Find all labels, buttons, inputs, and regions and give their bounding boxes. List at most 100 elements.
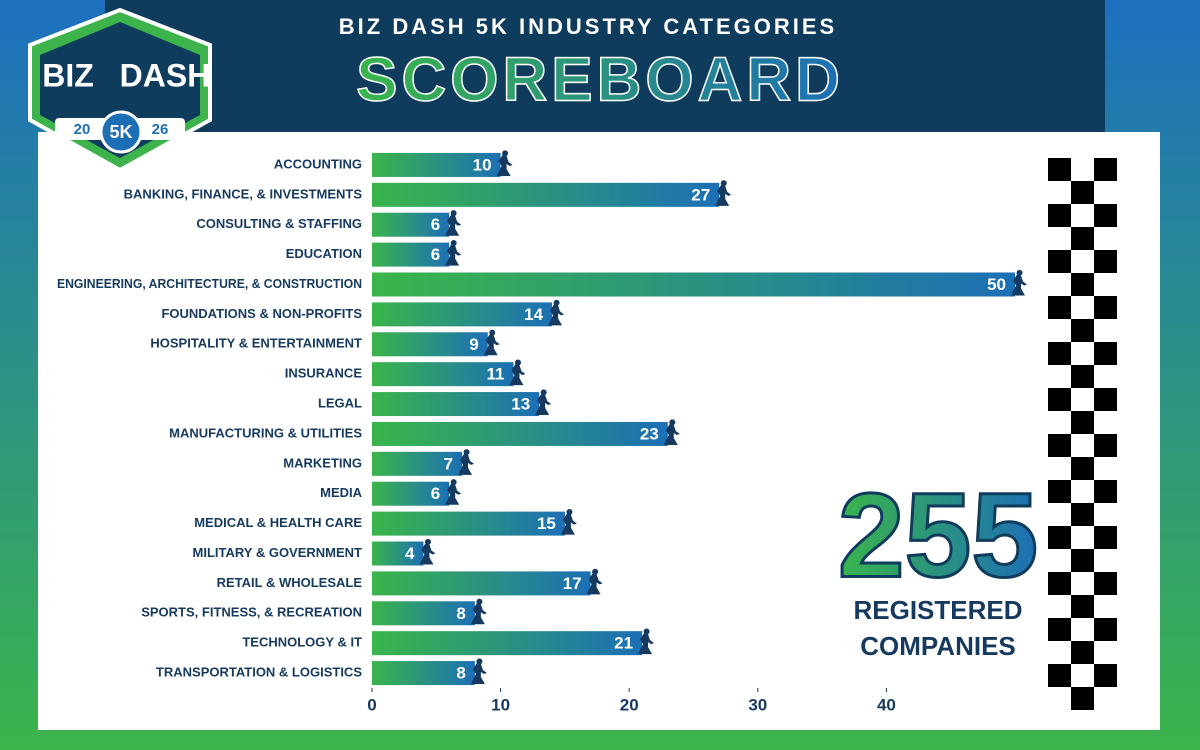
flag-square (1048, 618, 1071, 641)
bar (372, 631, 643, 656)
runner-icon (458, 449, 475, 475)
flag-square (1094, 480, 1117, 503)
flag-square (1071, 411, 1094, 434)
value-label: 21 (614, 634, 633, 653)
x-tick-label: 10 (491, 695, 510, 714)
logo-text: BIZ (42, 57, 94, 93)
chart-title: BIZ DASH 5K INDUSTRY CATEGORIES (339, 14, 837, 39)
bar (372, 242, 450, 267)
runner-icon (548, 299, 565, 326)
x-tick-label: 20 (620, 695, 639, 714)
flag-square (1048, 434, 1071, 457)
value-label: 6 (431, 484, 440, 503)
bar (372, 601, 475, 626)
flag-square (1094, 250, 1117, 273)
y-tick-label: TRANSPORTATION & LOGISTICS (156, 664, 362, 679)
flag-square (1094, 664, 1117, 687)
value-label: 8 (456, 664, 465, 683)
runner-icon (715, 180, 732, 206)
flag-square (1048, 664, 1071, 687)
value-label: 15 (537, 514, 556, 533)
value-label: 17 (563, 574, 582, 593)
bar (372, 451, 463, 476)
value-label: 4 (405, 544, 415, 563)
flag-square (1071, 503, 1094, 526)
flag-square (1048, 572, 1071, 595)
chart-subtitle: SCOREBOARD (356, 45, 844, 114)
flag-square (1071, 273, 1094, 296)
value-label: 11 (486, 365, 504, 384)
y-tick-label: RETAIL & WHOLESALE (217, 575, 363, 590)
runner-icon (1011, 269, 1027, 296)
runner-icon (535, 389, 552, 416)
bar (372, 182, 720, 207)
y-tick-label: BANKING, FINANCE, & INVESTMENTS (124, 186, 363, 201)
flag-square (1094, 618, 1117, 641)
bar (372, 302, 553, 327)
plot: 0 10 20 30 40 ACCOUNTING 10 BANKING, FINANCE, &… (57, 150, 1027, 714)
bar (372, 511, 565, 536)
bar (372, 212, 450, 237)
runner-icon (483, 329, 500, 356)
y-tick-label: HOSPITALITY & ENTERTAINMENT (150, 336, 362, 351)
flag-square (1048, 204, 1071, 227)
flag-square (1094, 296, 1117, 319)
y-tick-label: SPORTS, FITNESS, & RECREATION (141, 605, 362, 620)
runner-icon (419, 538, 436, 565)
y-tick-label: LEGAL (318, 395, 362, 410)
runner-icon (663, 419, 680, 445)
logo-year: 20 (74, 121, 91, 138)
y-tick-label: MANUFACTURING & UTILITIES (169, 425, 362, 440)
y-tick-label: MILITARY & GOVERNMENT (193, 545, 363, 560)
checkered-flag (1048, 158, 1117, 710)
value-label: 7 (444, 454, 453, 473)
runner-icon (445, 239, 462, 266)
y-tick-label: CONSULTING & STAFFING (196, 216, 362, 231)
runner-icon (496, 150, 513, 176)
value-label: 14 (524, 305, 543, 324)
flag-square (1048, 250, 1071, 273)
flag-square (1094, 434, 1117, 457)
bar (372, 571, 591, 596)
flag-square (1071, 687, 1094, 710)
y-tick-label: TECHNOLOGY & IT (242, 635, 362, 650)
logo-year: 26 (152, 121, 169, 138)
flag-square (1071, 595, 1094, 618)
flag-square (1094, 572, 1117, 595)
flag-square (1048, 296, 1071, 319)
runner-icon (470, 658, 487, 685)
flag-square (1094, 388, 1117, 411)
x-tick-label: 0 (367, 695, 376, 714)
y-tick-label: MEDIA (320, 485, 363, 500)
y-tick-label: MARKETING (283, 455, 362, 470)
value-label: 9 (469, 335, 478, 354)
flag-square (1048, 158, 1071, 181)
flag-square (1094, 158, 1117, 181)
value-label: 6 (431, 245, 440, 264)
flag-square (1071, 365, 1094, 388)
flag-square (1094, 204, 1117, 227)
runner-icon (638, 628, 655, 655)
logo-badge: 5K (109, 122, 132, 142)
flag-square (1071, 181, 1094, 204)
bar (372, 332, 488, 357)
bar (372, 272, 1015, 297)
bar (372, 152, 501, 177)
flag-square (1071, 227, 1094, 250)
y-tick-label: FOUNDATIONS & NON-PROFITS (161, 306, 362, 321)
value-label: 10 (473, 155, 492, 174)
runner-icon (560, 508, 577, 535)
flag-square (1071, 549, 1094, 572)
flag-square (1048, 526, 1071, 549)
bar (372, 661, 475, 686)
runner-icon (509, 359, 526, 386)
value-label: 8 (456, 604, 465, 623)
logo-text: DASH (120, 57, 211, 93)
flag-square (1071, 319, 1094, 342)
bar (372, 421, 668, 446)
flag-square (1071, 457, 1094, 480)
header-band (105, 0, 1105, 132)
flag-square (1048, 480, 1071, 503)
flag-square (1048, 388, 1071, 411)
